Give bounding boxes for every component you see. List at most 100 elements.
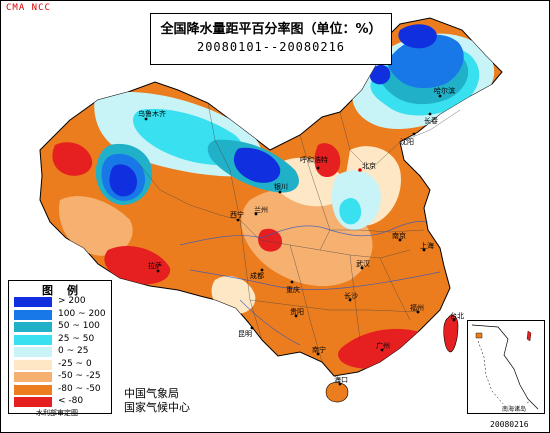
svg-text:昆明: 昆明	[238, 330, 252, 338]
legend-label: 50 ~ 100	[58, 321, 100, 331]
svg-text:西宁: 西宁	[230, 210, 244, 219]
inset-coast	[471, 324, 539, 410]
legend-label: < -80	[58, 396, 84, 406]
legend-label: -25 ~ 0	[58, 358, 92, 369]
zone-orange-hainan	[325, 382, 349, 403]
legend-label: > 200	[58, 296, 86, 306]
svg-text:成都: 成都	[250, 271, 264, 280]
legend-swatch	[14, 347, 52, 357]
date-stamp: 20080216	[490, 420, 529, 429]
svg-text:沈阳: 沈阳	[400, 137, 414, 146]
inset-label: 南海诸岛	[502, 404, 527, 413]
svg-text:呼和浩特: 呼和浩特	[300, 155, 328, 164]
legend-row: 100 ~ 200	[14, 309, 106, 321]
city-changchun: 长春	[424, 112, 438, 125]
zone-light-orange-west	[59, 196, 133, 256]
svg-text:兰州: 兰州	[254, 205, 268, 214]
zone-red-tibet	[104, 246, 171, 285]
svg-text:上海: 上海	[420, 241, 434, 250]
city-urumqi: 乌鲁木齐	[138, 109, 166, 121]
legend-label: -50 ~ -25	[58, 371, 101, 381]
svg-text:南宁: 南宁	[312, 345, 326, 354]
city-beijing: 北京	[358, 161, 376, 172]
svg-text:武汉: 武汉	[356, 259, 370, 268]
agency-block: 中国气象局 国家气候中心	[124, 387, 190, 415]
city-nanning: 南宁	[312, 345, 326, 356]
precip-zones	[39, 17, 503, 403]
svg-text:长春: 长春	[424, 116, 438, 125]
svg-text:南京: 南京	[392, 231, 406, 240]
svg-text:拉萨: 拉萨	[148, 261, 162, 270]
zone-deep-blue-gansu	[233, 147, 281, 183]
city-chengdu: 成都	[250, 268, 264, 280]
legend-row: 0 ~ 25	[14, 346, 106, 358]
legend-swatch	[14, 397, 52, 407]
inset-boundary	[477, 340, 531, 410]
agency-corner-label: CMA NCC	[6, 3, 51, 13]
zone-red-inner-mongolia	[314, 143, 341, 178]
zone-red-west	[52, 142, 93, 176]
legend-row: -80 ~ -50	[14, 383, 106, 396]
inset-taiwan	[526, 330, 532, 342]
city-hohhot: 呼和浩特	[300, 155, 328, 170]
legend-label: 0 ~ 25	[58, 346, 89, 356]
date-range: 20080101--20080216	[196, 40, 346, 54]
city-wuhan: 武汉	[356, 259, 370, 270]
city-guiyang: 贵阳	[290, 307, 304, 318]
province-boundaries	[139, 102, 461, 363]
legend-swatch	[14, 384, 52, 395]
svg-text:北京: 北京	[362, 161, 376, 170]
legend: 图例 > 200 100 ~ 200 50 ~ 100 25 ~ 50 0 ~ 25 -2…	[8, 280, 112, 414]
map-title: 全国降水量距平百分率图（单位：%）	[160, 22, 382, 37]
svg-text:海口: 海口	[334, 375, 348, 384]
svg-text:乌鲁木齐: 乌鲁木齐	[138, 109, 166, 118]
title-box: 全国降水量距平百分率图（单位：%） 20080101--20080216	[150, 13, 392, 65]
rivers	[179, 220, 441, 346]
zone-red-taiwan	[443, 314, 459, 353]
legend-swatch	[14, 359, 52, 370]
legend-swatch	[14, 334, 52, 345]
inset-hainan	[475, 332, 483, 339]
svg-text:长沙: 长沙	[344, 291, 358, 300]
city-lanzhou: 兰州	[254, 205, 268, 216]
city-lhasa: 拉萨	[148, 261, 162, 273]
legend-swatch	[14, 372, 52, 382]
zone-deep-blue-ne	[369, 64, 391, 85]
city-harbin: 哈尔滨	[434, 86, 455, 98]
legend-label: -80 ~ -50	[58, 383, 101, 394]
city-yinchuan: 银川	[274, 182, 288, 194]
city-guangzhou: 广州	[376, 341, 390, 352]
city-chongqing: 重庆	[286, 280, 300, 294]
agency-line-2: 国家气候中心	[124, 401, 190, 414]
svg-text:贵阳: 贵阳	[290, 307, 304, 316]
legend-row: < -80	[14, 396, 106, 408]
zone-red-central	[258, 228, 282, 252]
legend-swatch	[14, 297, 52, 307]
legend-row: -25 ~ 0	[14, 358, 106, 371]
zone-deep-blue-nw	[109, 164, 137, 197]
legend-swatch	[14, 309, 52, 320]
city-nanjing: 南京	[392, 231, 406, 242]
legend-row: > 200	[14, 296, 106, 308]
south-china-sea-inset	[467, 320, 545, 414]
city-kunming: 昆明	[238, 326, 254, 338]
legend-label: 25 ~ 50	[58, 333, 95, 344]
city-changsha: 长沙	[344, 291, 358, 302]
legend-swatch	[14, 322, 52, 332]
legend-row: -50 ~ -25	[14, 371, 106, 383]
city-shenyang: 沈阳	[400, 132, 416, 146]
zone-deep-blue-ne-2	[398, 24, 437, 49]
zone-cyan-hebei	[339, 198, 362, 225]
inset-map	[471, 324, 539, 410]
svg-text:台北: 台北	[450, 311, 464, 320]
svg-text:哈尔滨: 哈尔滨	[434, 86, 455, 95]
svg-text:重庆: 重庆	[286, 285, 300, 294]
map-credit: 水利部审定图	[36, 409, 78, 417]
city-haikou: 海口	[334, 375, 348, 386]
legend-row: 25 ~ 50	[14, 333, 106, 346]
svg-text:福州: 福州	[410, 303, 424, 312]
legend-title: 图例	[42, 284, 92, 297]
city-shanghai: 上海	[420, 241, 434, 252]
city-xining: 西宁	[230, 210, 244, 222]
